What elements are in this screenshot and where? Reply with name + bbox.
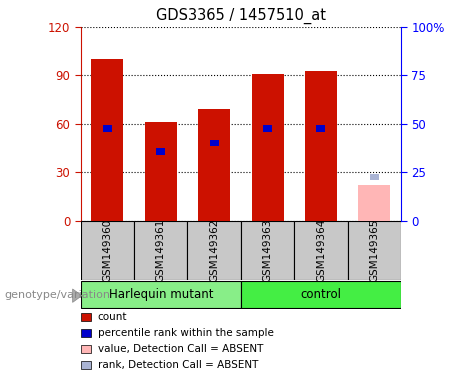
Bar xyxy=(348,221,401,280)
Text: control: control xyxy=(301,288,342,301)
Bar xyxy=(252,74,284,221)
Bar xyxy=(210,140,219,146)
Bar xyxy=(188,221,241,280)
Bar xyxy=(81,281,241,308)
Title: GDS3365 / 1457510_at: GDS3365 / 1457510_at xyxy=(156,8,326,24)
Bar xyxy=(103,126,112,132)
Text: GSM149364: GSM149364 xyxy=(316,219,326,282)
Bar xyxy=(156,148,165,154)
Bar xyxy=(305,71,337,221)
Text: rank, Detection Call = ABSENT: rank, Detection Call = ABSENT xyxy=(98,360,258,370)
Text: GSM149362: GSM149362 xyxy=(209,219,219,282)
Text: genotype/variation: genotype/variation xyxy=(5,290,111,300)
Bar xyxy=(81,221,134,280)
Text: value, Detection Call = ABSENT: value, Detection Call = ABSENT xyxy=(98,344,263,354)
Bar xyxy=(134,221,188,280)
Text: count: count xyxy=(98,312,127,322)
Bar xyxy=(263,126,272,132)
Text: GSM149365: GSM149365 xyxy=(369,219,379,282)
Text: percentile rank within the sample: percentile rank within the sample xyxy=(98,328,274,338)
Text: Harlequin mutant: Harlequin mutant xyxy=(108,288,213,301)
Text: GSM149363: GSM149363 xyxy=(263,219,272,282)
Text: GSM149361: GSM149361 xyxy=(156,219,166,282)
Bar xyxy=(198,109,230,221)
Bar xyxy=(370,174,379,180)
Bar xyxy=(241,281,401,308)
Text: GSM149360: GSM149360 xyxy=(102,219,112,282)
Bar xyxy=(91,59,124,221)
Bar xyxy=(294,221,348,280)
Bar xyxy=(317,126,325,132)
Bar xyxy=(241,221,294,280)
Bar xyxy=(145,122,177,221)
Polygon shape xyxy=(73,289,82,303)
Bar xyxy=(358,185,390,221)
